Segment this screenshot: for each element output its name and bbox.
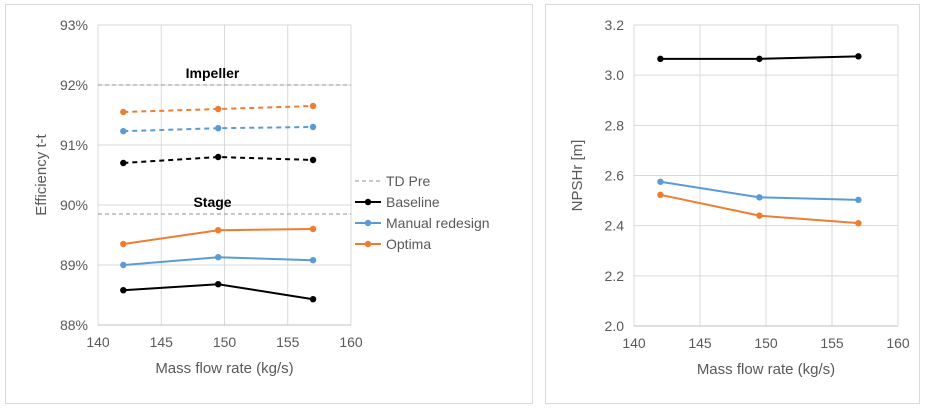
efficiency-chart: 88% 89% 90% 91% 92% 93% 140 145 150 155 160 Mass fl… [33,17,490,377]
legend-item-baseline: Baseline [386,194,440,210]
data-point [309,123,317,131]
legend-swatch-marker [364,240,372,248]
y-tick-label: 3.0 [605,67,625,83]
x-tick-label: 140 [86,334,110,350]
y-tick-label: 88% [60,317,88,333]
data-point [214,227,222,234]
legend-item-td-pre: TD Pre [386,173,431,189]
data-point [756,55,763,63]
x-tick-label: 155 [276,334,300,350]
npshr-chart-panel: 2.0 2.2 2.4 2.6 2.8 3.0 3.2 140 145 150 155 160 Mass… [545,4,920,404]
data-point [214,254,222,261]
data-point [309,225,317,233]
data-point [120,287,127,294]
y-tick-label: 2.2 [605,268,625,284]
data-point [120,128,127,135]
x-tick-label: 145 [688,335,712,351]
y-tick-label: 92% [60,77,88,93]
data-point [120,159,127,167]
x-tick-label: 160 [886,335,910,351]
x-tick-label: 150 [213,334,237,350]
y-tick-label: 2.6 [605,168,625,184]
data-point [756,194,763,201]
data-point [309,257,317,264]
legend-swatch-marker [364,219,372,227]
data-point [214,105,222,113]
y-tick-label: 2.8 [605,117,625,133]
y-tick-label: 89% [60,257,88,273]
y-tick-label: 91% [60,137,88,153]
legend-swatch-marker [364,198,372,206]
y-axis-title: Efficiency t-t [33,133,50,215]
data-point [657,55,664,63]
annotation-impeller: Impeller [186,65,240,81]
series-line-baseline [123,155,314,164]
x-axis-title: Mass flow rate (kg/s) [155,360,293,377]
data-point [657,191,664,199]
y-tick-label: 2.0 [605,318,625,334]
data-point [120,240,127,248]
data-point [855,53,862,60]
data-point [309,156,317,164]
y-tick-label: 3.2 [605,17,625,33]
data-point [120,108,127,116]
y-tick-label: 2.4 [605,218,625,234]
data-point [855,219,862,227]
x-axis-title: Mass flow rate (kg/s) [697,361,835,378]
data-point [214,153,222,161]
data-point [855,196,862,204]
data-point [214,281,222,288]
data-point [120,261,127,269]
efficiency-chart-panel: 88% 89% 90% 91% 92% 93% 140 145 150 155 160 Mass fl… [5,4,533,404]
annotation-stage: Stage [193,194,231,210]
x-tick-label: 140 [622,335,646,351]
y-axis-title: NPSHr [m] [569,140,586,212]
y-tick-label: 93% [60,17,88,33]
npshr-chart: 2.0 2.2 2.4 2.6 2.8 3.0 3.2 140 145 150 155 160 Mass… [569,17,910,378]
data-point [657,178,664,185]
x-tick-label: 150 [754,335,778,351]
y-tick-label: 90% [60,197,88,213]
legend-item-optima: Optima [386,236,431,252]
data-point [309,102,317,110]
data-point [756,212,763,219]
x-tick-label: 155 [820,335,844,351]
data-point [214,125,222,132]
legend-item-manual-redesign: Manual redesign [386,215,490,231]
x-tick-label: 160 [339,334,363,350]
x-tick-label: 145 [150,334,174,350]
data-point [309,296,317,303]
